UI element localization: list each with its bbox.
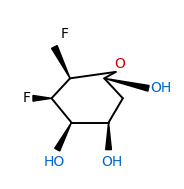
- Polygon shape: [33, 95, 52, 101]
- Polygon shape: [106, 122, 111, 150]
- Polygon shape: [55, 122, 71, 151]
- Text: F: F: [60, 27, 68, 41]
- Polygon shape: [52, 46, 70, 78]
- Polygon shape: [104, 78, 149, 91]
- Text: OH: OH: [101, 155, 122, 169]
- Text: O: O: [114, 57, 125, 71]
- Text: F: F: [23, 91, 31, 105]
- Text: HO: HO: [44, 155, 65, 169]
- Text: OH: OH: [151, 81, 172, 95]
